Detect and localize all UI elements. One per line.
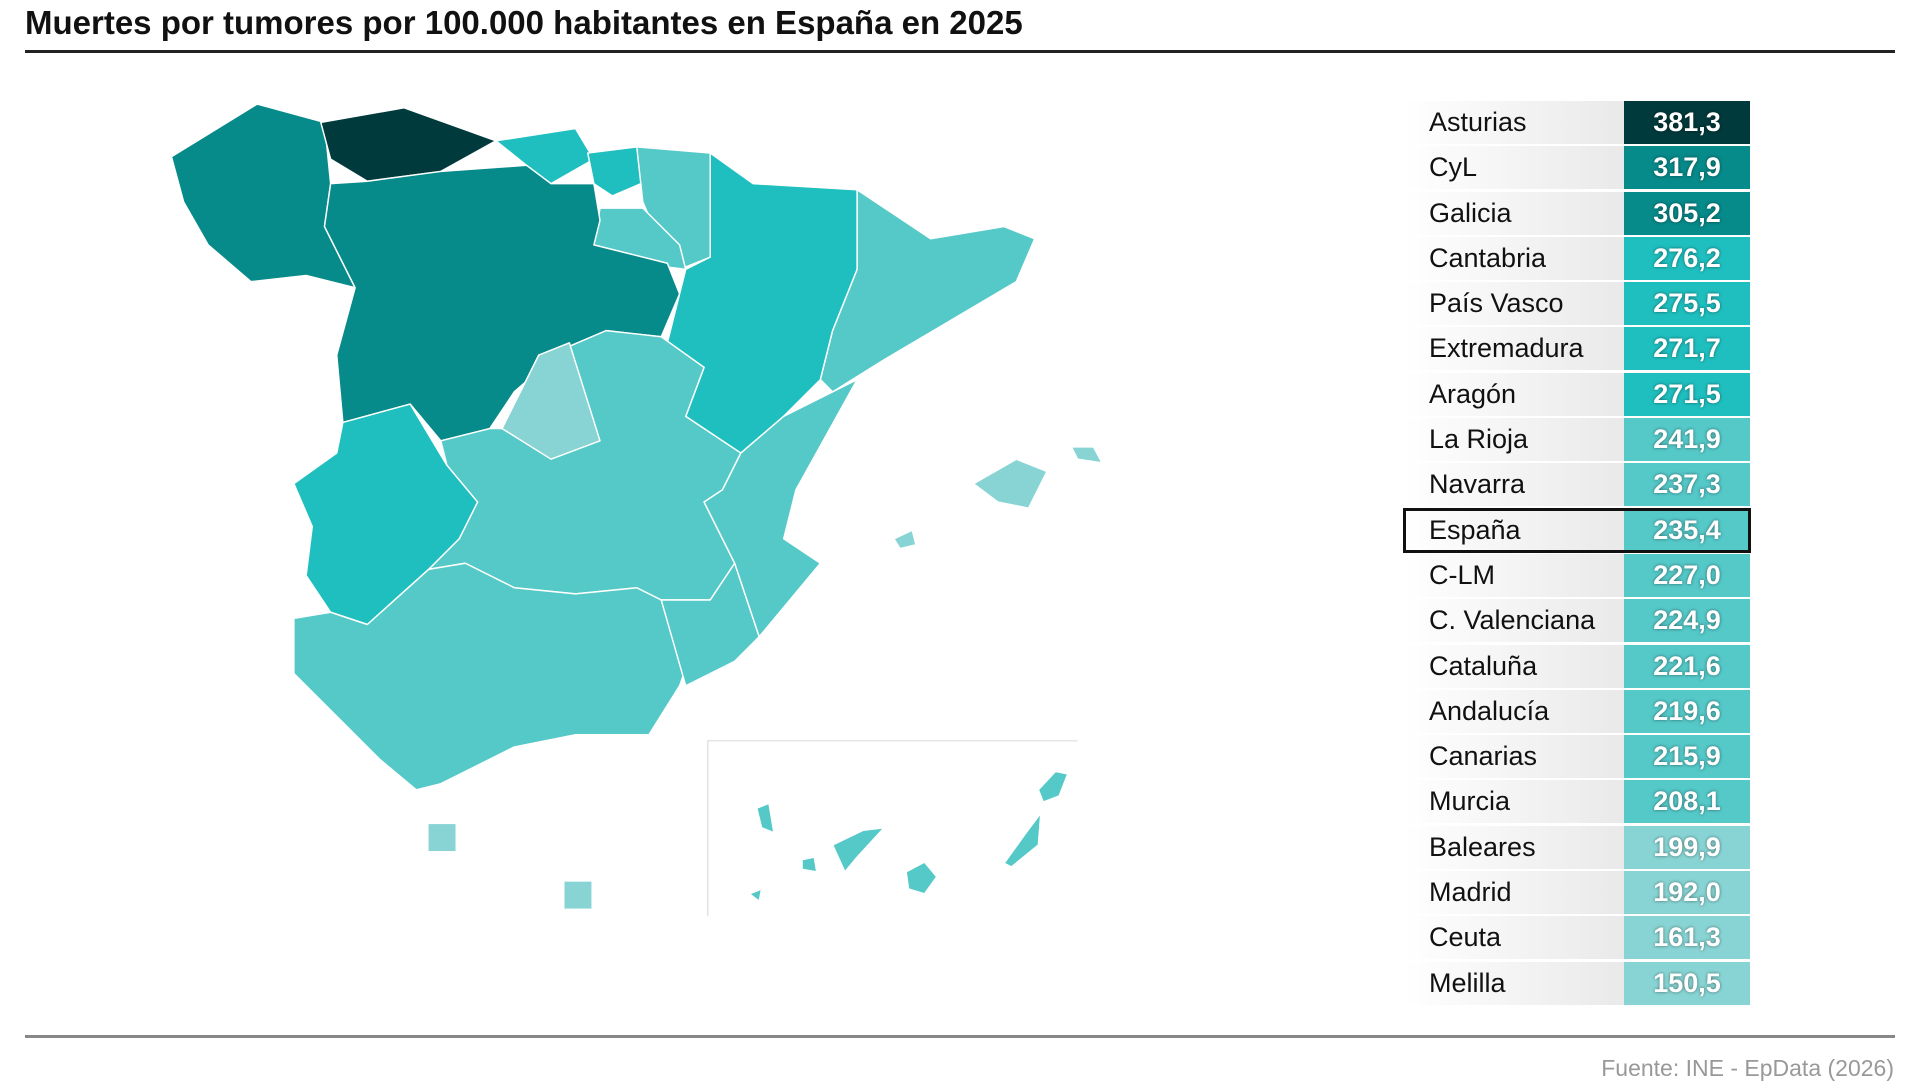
table-row: Melilla 150,5 [1404, 961, 1750, 1005]
table-row: C. Valenciana 224,9 [1404, 599, 1750, 643]
region-name: Madrid [1404, 871, 1624, 915]
region [495, 127, 595, 185]
title: Muertes por tumores por 100.000 habitant… [25, 4, 1023, 41]
region-value: 241,9 [1624, 418, 1750, 462]
region-name: Aragón [1404, 372, 1624, 416]
region-name: Ceuta [1404, 916, 1624, 960]
table-row: Navarra 237,3 [1404, 463, 1750, 507]
table-row: C-LM 227,0 [1404, 553, 1750, 597]
region [428, 824, 456, 852]
region-name: Extremadura [1404, 327, 1624, 371]
region-value: 208,1 [1624, 780, 1750, 824]
region-name: Andalucía [1404, 689, 1624, 733]
source: Fuente: INE - EpData (2026) [1601, 1055, 1894, 1081]
map [170, 103, 1103, 916]
table-row: España 235,4 [1403, 507, 1751, 553]
region-name: Canarias [1404, 735, 1624, 779]
region [819, 189, 1036, 393]
region-value: 150,5 [1624, 961, 1750, 1005]
table-row: Cataluña 221,6 [1404, 644, 1750, 688]
table-row: Cantabria 276,2 [1404, 236, 1750, 280]
region-value: 271,7 [1624, 327, 1750, 371]
table-row: Galicia 305,2 [1404, 191, 1750, 235]
region-name: España [1404, 508, 1624, 552]
region [501, 342, 601, 460]
region-value: 224,9 [1624, 599, 1750, 643]
region-value: 275,5 [1624, 282, 1750, 326]
region-name: CyL [1404, 146, 1624, 190]
region-name: Navarra [1404, 463, 1624, 507]
region-name: Galicia [1404, 191, 1624, 235]
region-name: País Vasco [1404, 282, 1624, 326]
region-value: 381,3 [1624, 101, 1750, 144]
region-value: 219,6 [1624, 689, 1750, 733]
region-name: La Rioja [1404, 418, 1624, 462]
region-name: Cantabria [1404, 236, 1624, 280]
region-value: 235,4 [1624, 508, 1750, 552]
region-value: 237,3 [1624, 463, 1750, 507]
region-name: Murcia [1404, 780, 1624, 824]
region [748, 770, 1069, 902]
region-value: 161,3 [1624, 916, 1750, 960]
table-row: Canarias 215,9 [1404, 735, 1750, 779]
region-value: 317,9 [1624, 146, 1750, 190]
table-row: País Vasco 275,5 [1404, 282, 1750, 326]
region-name: Asturias [1404, 101, 1624, 144]
table-row: Ceuta 161,3 [1404, 916, 1750, 960]
table-row: Madrid 192,0 [1404, 871, 1750, 915]
table-row: La Rioja 241,9 [1404, 418, 1750, 462]
region [703, 378, 858, 638]
table-row: Andalucía 219,6 [1404, 689, 1750, 733]
region-value: 227,0 [1624, 553, 1750, 597]
region-name: Melilla [1404, 961, 1624, 1005]
rule [25, 1035, 1895, 1038]
table-row: Asturias 381,3 [1404, 101, 1750, 144]
region-name: Cataluña [1404, 644, 1624, 688]
table-row: CyL 317,9 [1404, 146, 1750, 190]
region-value: 199,9 [1624, 825, 1750, 869]
region-value: 271,5 [1624, 372, 1750, 416]
region [893, 446, 1103, 550]
table-row: Baleares 199,9 [1404, 825, 1750, 869]
region-name: C-LM [1404, 553, 1624, 597]
region-value: 215,9 [1624, 735, 1750, 779]
region [293, 403, 479, 626]
region-value: 221,6 [1624, 644, 1750, 688]
region-name: Baleares [1404, 825, 1624, 869]
region-name: C. Valenciana [1404, 599, 1624, 643]
table-row: Aragón 271,5 [1404, 372, 1750, 416]
inset-frame [707, 740, 1078, 916]
rule [25, 50, 1895, 53]
region-value: 276,2 [1624, 236, 1750, 280]
table-row: Extremadura 271,7 [1404, 327, 1750, 371]
ranking-table: Asturias 381,3 CyL 317,9 Galicia 305,2 Cantabr… [1403, 101, 1751, 1007]
region-value: 192,0 [1624, 871, 1750, 915]
region-value: 305,2 [1624, 191, 1750, 235]
table-row: Murcia 208,1 [1404, 780, 1750, 824]
region [564, 881, 592, 909]
